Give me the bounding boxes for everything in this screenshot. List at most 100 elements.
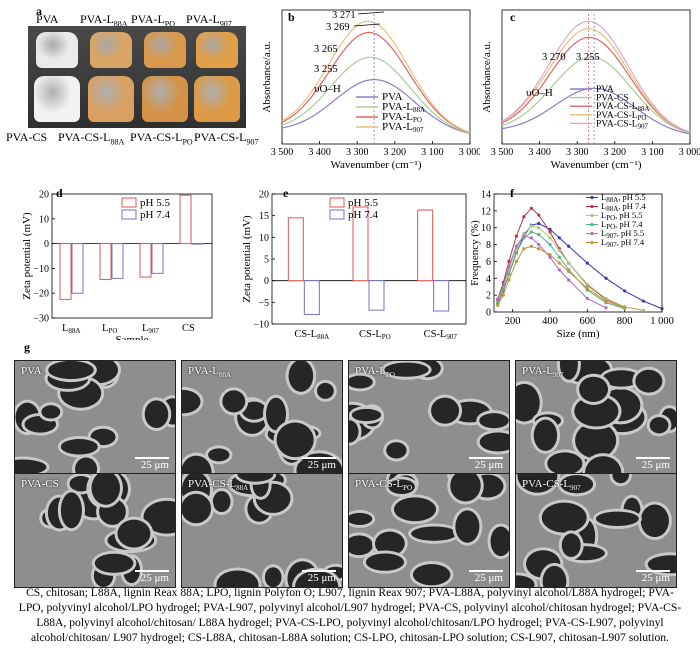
scale-bar-label: 25 μm xyxy=(307,459,336,471)
pore xyxy=(374,531,405,556)
x-tick-label: 3 500 xyxy=(271,147,294,158)
x-axis-label: Sample xyxy=(116,334,149,340)
ftir-chart-c: 3 500 3 400 3 300 3 200 3 100 3 000 Wavenumber… xyxy=(481,9,700,171)
pore xyxy=(455,510,480,543)
data-point xyxy=(548,242,552,247)
pore xyxy=(182,493,212,524)
bar xyxy=(368,280,385,311)
hydrogel-vial xyxy=(144,32,186,68)
photo-label-bottom: PVA-CS-L88A xyxy=(58,130,125,147)
panel-label-b: b xyxy=(288,10,295,24)
pore xyxy=(91,474,120,505)
peak-annotation: 3 255 xyxy=(576,52,600,63)
y-tick-label: 8 xyxy=(486,240,491,251)
series-line xyxy=(281,20,471,133)
photo-label-bottom: PVA-CS-L907 xyxy=(194,130,259,147)
bar xyxy=(151,243,164,274)
pore xyxy=(647,555,676,574)
bar xyxy=(111,243,124,279)
data-point xyxy=(529,230,533,234)
y-tick-label: 4 xyxy=(486,274,491,285)
sem-title: PVA xyxy=(21,365,42,377)
y-tick-label: 10 xyxy=(39,214,49,225)
bar xyxy=(303,280,320,315)
legend-entry: LPO, pH 5.5 xyxy=(601,210,643,222)
sem-title: PVA-CS-LPO xyxy=(355,478,413,493)
bar xyxy=(352,206,369,282)
bar xyxy=(287,217,304,282)
pore xyxy=(208,448,230,462)
pore xyxy=(431,397,460,424)
pore xyxy=(349,535,373,556)
pore xyxy=(640,504,669,538)
legend-entry: LPO, pH 7.4 xyxy=(601,219,643,231)
pore xyxy=(479,413,509,429)
series-line xyxy=(281,78,471,134)
x-tick-label: 3 100 xyxy=(641,147,664,158)
y-tick-label: 0 xyxy=(486,308,491,319)
peak-annotation: 3 271 xyxy=(332,10,356,21)
legend-entry: L907, pH 5.5 xyxy=(601,228,644,240)
legend-entry: L907, pH 7.4 xyxy=(601,237,645,249)
pore xyxy=(241,401,267,420)
sem-texture xyxy=(349,474,509,587)
pore xyxy=(393,497,437,522)
x-tick-label: 3 300 xyxy=(346,147,369,158)
data-point xyxy=(557,236,561,240)
pore xyxy=(351,408,382,422)
data-point xyxy=(623,289,627,293)
data-point xyxy=(557,268,561,272)
legend-entry: PVA-CS xyxy=(596,94,629,104)
data-point xyxy=(567,269,571,274)
bar xyxy=(99,243,112,281)
sem-texture xyxy=(516,361,676,474)
sem-title: PVA-CS-L88A xyxy=(188,478,249,493)
x-tick-label: L88A xyxy=(62,323,80,335)
data-point xyxy=(514,244,518,248)
y-tick-label: 10 xyxy=(259,233,269,244)
plot-frame xyxy=(501,9,691,145)
data-point xyxy=(585,282,589,286)
photo-label-top: PVA-L907 xyxy=(186,12,232,29)
x-axis-label: Wavenumber (cm⁻¹) xyxy=(551,159,642,171)
pore xyxy=(559,361,578,380)
hydrogel-photo xyxy=(28,26,246,128)
scale-bar xyxy=(135,457,169,459)
panel-label-e: e xyxy=(283,186,289,200)
scale-bar-label: 25 μm xyxy=(307,572,336,584)
panel-label-d: d xyxy=(56,186,63,200)
pore xyxy=(490,526,509,557)
pore xyxy=(182,455,212,474)
legend-swatch xyxy=(329,197,345,208)
y-tick-label: −5 xyxy=(258,298,269,309)
series-line xyxy=(497,235,607,309)
scale-bar xyxy=(302,457,336,459)
legend-marker xyxy=(590,222,594,227)
series-line xyxy=(281,31,471,133)
pore xyxy=(602,370,641,387)
data-point xyxy=(522,247,526,251)
data-point xyxy=(537,226,541,230)
legend-entry: L88A, pH 7.4 xyxy=(601,201,646,213)
hydrogel-vial xyxy=(194,76,240,122)
legend-entry: PVA-L88A xyxy=(382,101,425,114)
sem-texture xyxy=(349,361,509,474)
bar xyxy=(139,243,152,278)
x-tick-label: 3 200 xyxy=(604,147,627,158)
panel-label-c: c xyxy=(510,10,516,24)
pore xyxy=(60,492,82,529)
x-tick-label: 800 xyxy=(617,316,633,327)
pore xyxy=(295,570,339,587)
series-line xyxy=(501,87,691,135)
bar xyxy=(59,243,72,300)
data-point xyxy=(585,296,589,301)
band-label: υO–H xyxy=(314,83,341,95)
sem-texture xyxy=(516,474,676,587)
photo-label-bottom: PVA-CS xyxy=(6,130,48,144)
legend-label: pH 5.5 xyxy=(140,197,170,209)
pore xyxy=(388,479,415,495)
data-point xyxy=(529,236,533,240)
data-point xyxy=(529,206,533,210)
sem-title: PVA-CS-L907 xyxy=(522,478,581,493)
data-point xyxy=(557,248,561,253)
